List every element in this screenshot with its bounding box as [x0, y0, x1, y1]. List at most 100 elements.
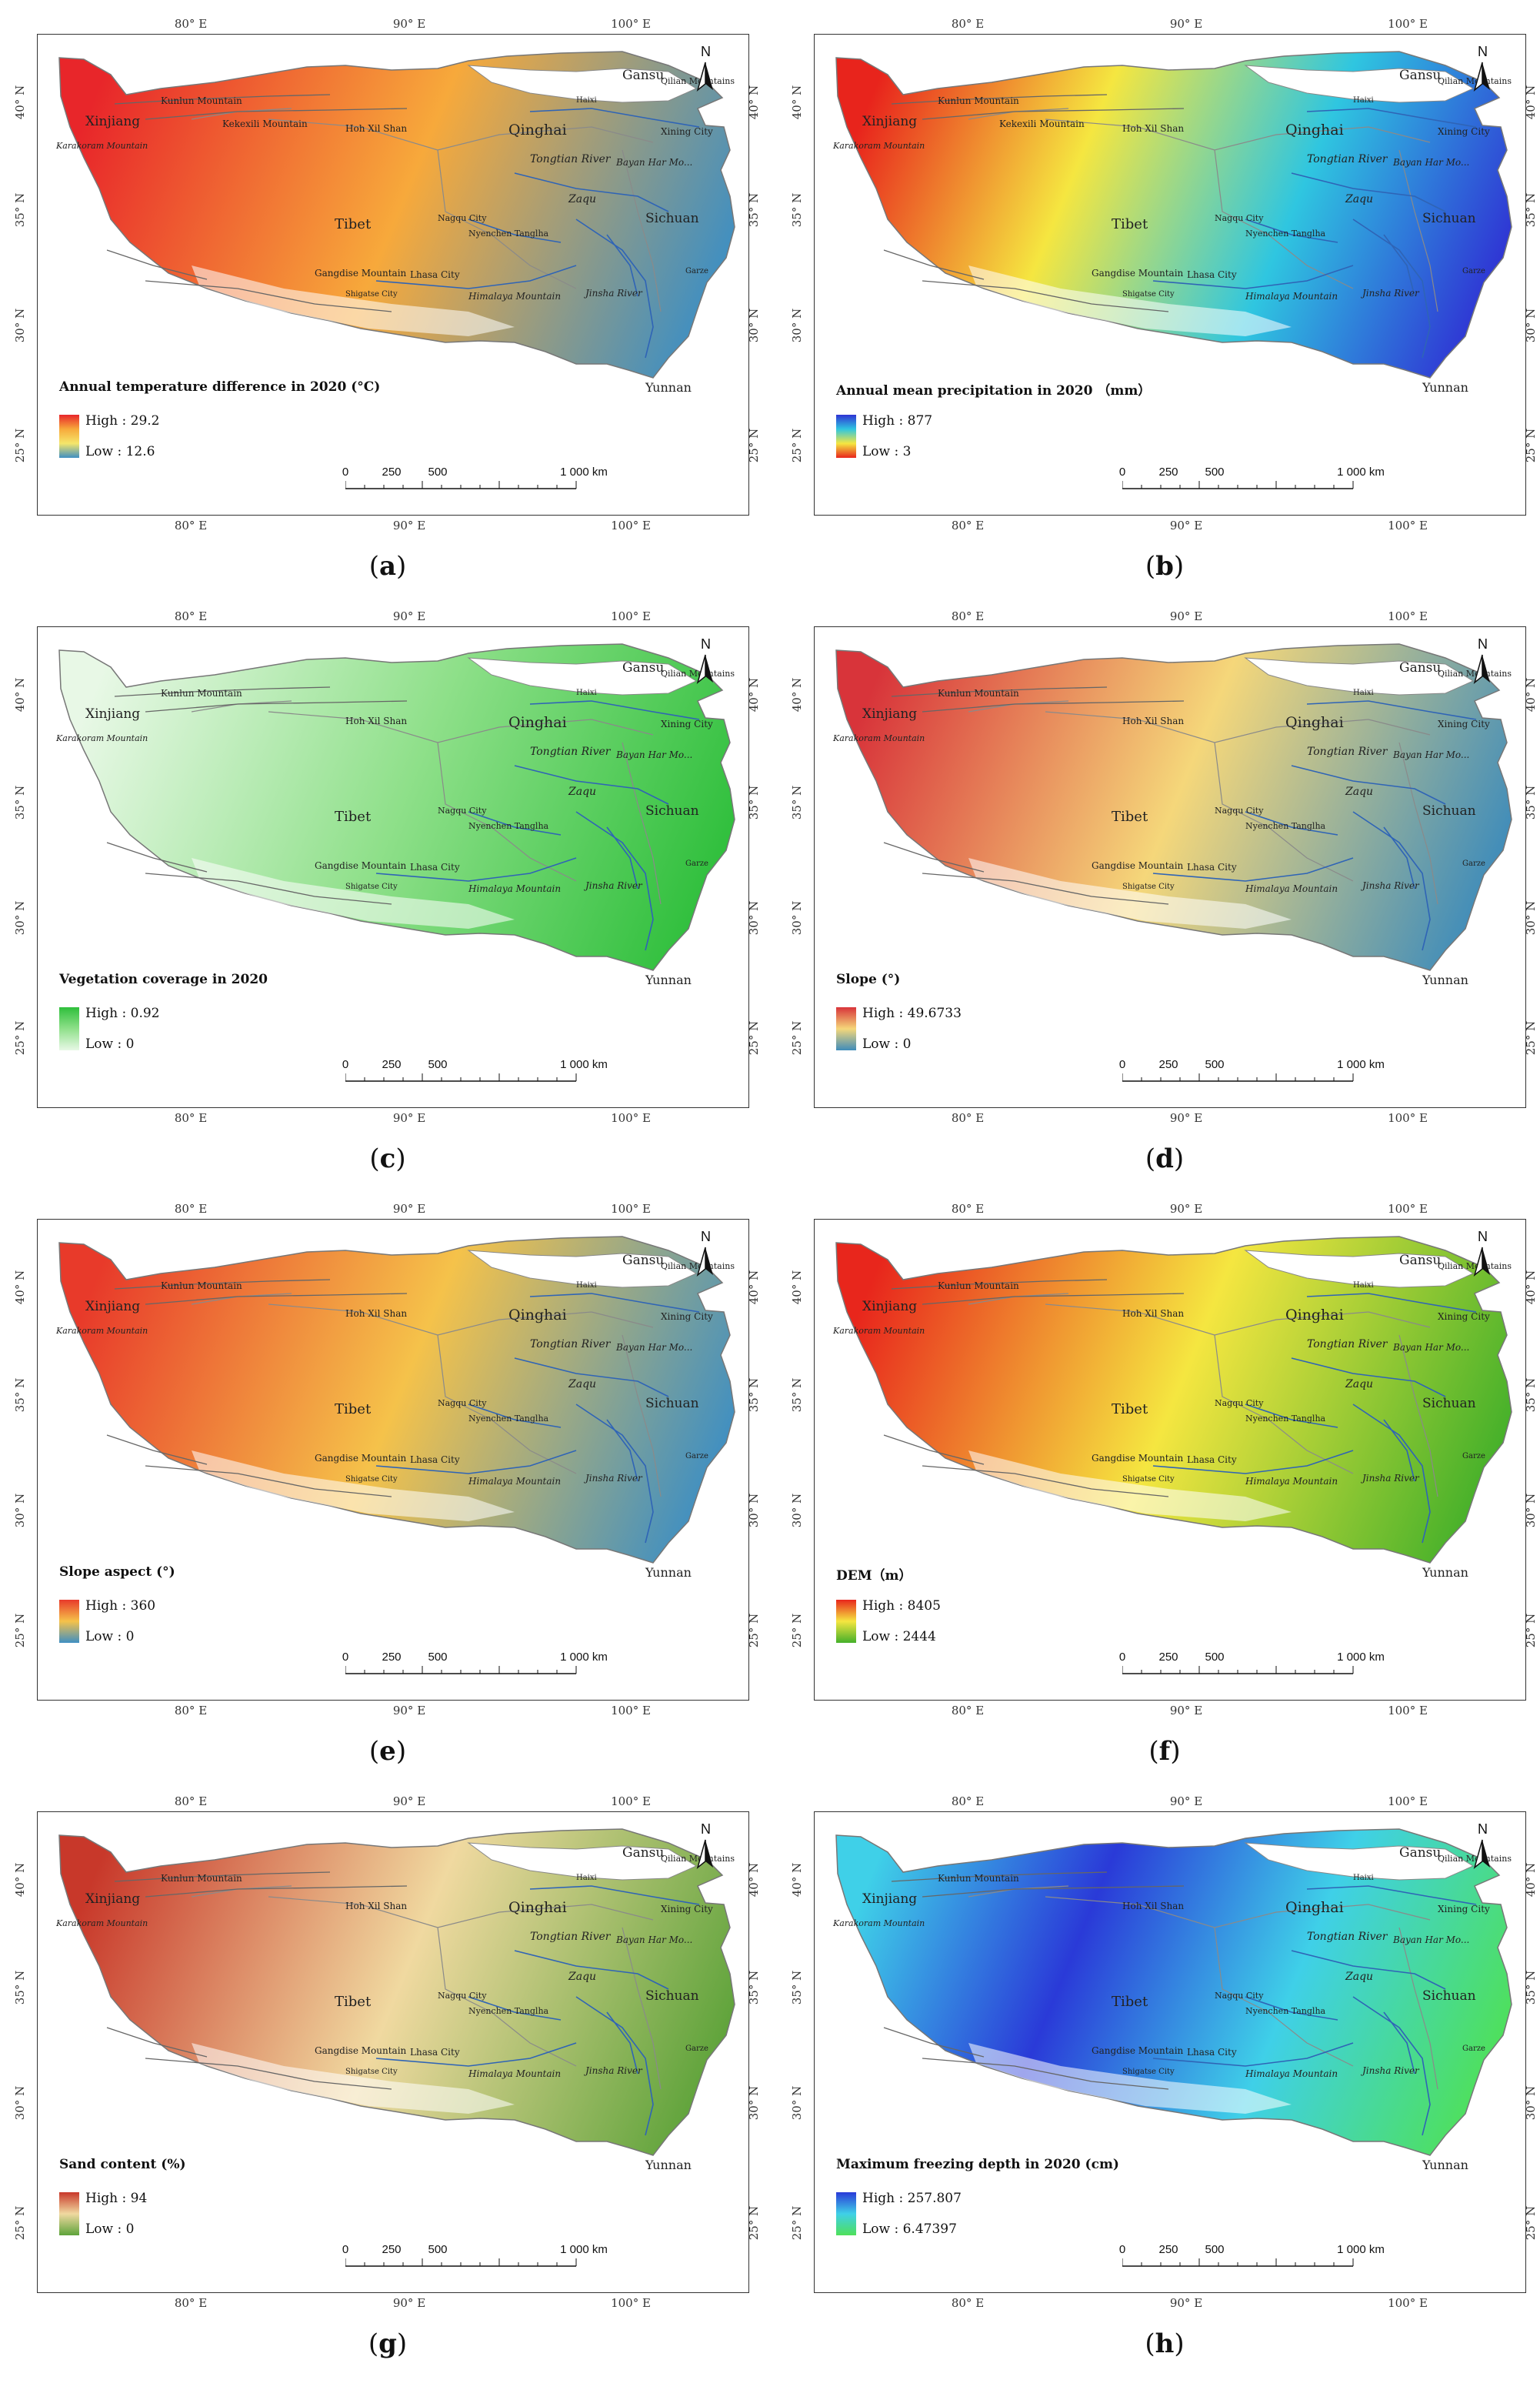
place-label-qilian: Qilian Mountains	[661, 1854, 735, 1864]
lon-tick-top: 100° E	[1388, 609, 1428, 623]
place-label-tongtian: Tongtian River	[530, 1931, 612, 1943]
lat-tick-left: 40° N	[13, 1862, 28, 1898]
place-label-shigatse: Shigatse City	[345, 883, 398, 891]
place-label-shigatse: Shigatse City	[1122, 290, 1175, 299]
place-label-yunnan: Yunnan	[1422, 380, 1468, 395]
legend-high-value: High : 8405	[862, 1598, 941, 1614]
lon-tick-bottom: 90° E	[392, 519, 426, 532]
lon-tick-bottom: 90° E	[1169, 1111, 1203, 1125]
place-label-jinsha: Jinsha River	[583, 288, 643, 299]
place-label-xinjiang: Xinjiang	[85, 1891, 140, 1907]
legend-color-bar	[836, 1600, 856, 1643]
scale-label: 500	[428, 1651, 448, 1664]
scale-label: 250	[382, 1058, 402, 1071]
lat-tick-left: 30° N	[790, 1493, 805, 1528]
scale-label: 0	[342, 2243, 349, 2256]
svg-text:N: N	[1478, 1821, 1488, 1837]
place-label-gansu: Gansu	[1399, 660, 1441, 676]
scale-label: 1 000 km	[560, 1651, 608, 1664]
place-label-tibet: Tibet	[335, 216, 372, 232]
lon-tick-top: 100° E	[611, 1202, 651, 1216]
lon-tick-bottom: 100° E	[1388, 1111, 1428, 1125]
place-label-qinghai: Qinghai	[508, 122, 567, 139]
place-label-lhasa: Lhasa City	[410, 862, 460, 873]
lat-tick-left: 40° N	[13, 85, 28, 120]
legend-title: Annual temperature difference in 2020 (°…	[59, 379, 381, 395]
legend-low-value: Low : 0	[85, 2221, 135, 2237]
place-label-shigatse: Shigatse City	[1122, 2068, 1175, 2076]
map-panel-d: 80° E 80° E 90° E 90° E 100° E 100° E 40° N 40°…	[790, 603, 1538, 1188]
scale-bar: 0 250 500 1 000 km	[1119, 466, 1385, 496]
north-arrow-icon: N	[696, 44, 713, 92]
place-label-bayankala: Bayan Har Mo...	[615, 157, 692, 168]
place-label-qilian: Qilian Mountains	[1438, 669, 1512, 679]
scale-label: 500	[1205, 1058, 1225, 1071]
legend-high-value: High : 49.6733	[862, 1006, 962, 1021]
lon-tick-top: 80° E	[174, 17, 208, 31]
lat-tick-left: 25° N	[13, 428, 28, 463]
lon-tick-bottom: 100° E	[1388, 2296, 1428, 2310]
place-label-xinjiang: Xinjiang	[862, 1299, 917, 1314]
place-label-nagqu: Nagqu City	[438, 213, 487, 223]
map-frame: Gansu Qilian Mountains Haixi Xining City Xin…	[814, 1811, 1526, 2293]
lon-tick-bottom: 100° E	[1388, 519, 1428, 532]
place-label-nyenchen: Nyenchen Tanglha	[468, 229, 549, 239]
scale-label: 1 000 km	[1337, 466, 1385, 479]
place-label-nyenchen: Nyenchen Tanglha	[1245, 821, 1326, 831]
lat-tick-left: 40° N	[790, 1862, 805, 1898]
svg-text:N: N	[1478, 636, 1488, 652]
place-label-jinsha: Jinsha River	[583, 1473, 643, 1484]
place-label-karakoram: Karakoram Mountain	[832, 141, 925, 151]
place-label-karakoram: Karakoram Mountain	[55, 1326, 148, 1336]
scale-label: 0	[1118, 1058, 1126, 1071]
place-label-kunlun: Kunlun Mountain	[938, 95, 1019, 106]
lon-tick-bottom: 80° E	[174, 1704, 208, 1717]
place-label-himalaya: Himalaya Mountain	[468, 1476, 561, 1487]
place-label-qinghai: Qinghai	[1285, 1307, 1344, 1324]
place-label-kunlun: Kunlun Mountain	[938, 1280, 1019, 1291]
place-label-nyenchen: Nyenchen Tanglha	[1245, 1414, 1326, 1424]
place-label-haixi: Haixi	[576, 96, 597, 105]
place-label-nagqu: Nagqu City	[438, 1991, 487, 2001]
place-label-kunlun: Kunlun Mountain	[161, 1873, 242, 1884]
lon-tick-top: 90° E	[1169, 1202, 1203, 1216]
place-label-karakoram: Karakoram Mountain	[832, 1918, 925, 1928]
place-label-garze: Garze	[1462, 860, 1485, 868]
place-label-zaqu: Zaqu	[1345, 1971, 1373, 1983]
place-label-shigatse: Shigatse City	[345, 1475, 398, 1484]
place-label-lhasa: Lhasa City	[410, 269, 460, 280]
legend-color-bar	[836, 415, 856, 458]
place-label-gangdise: Gangdise Mountain	[315, 2045, 407, 2056]
lat-tick-left: 25° N	[13, 2205, 28, 2241]
place-label-himalaya: Himalaya Mountain	[1245, 291, 1338, 302]
legend-title: Annual mean precipitation in 2020 （mm）	[836, 383, 1152, 399]
place-label-bayankala: Bayan Har Mo...	[1392, 157, 1469, 168]
legend-high-value: High : 0.92	[85, 1006, 160, 1021]
place-label-nagqu: Nagqu City	[1215, 213, 1264, 223]
place-label-bayankala: Bayan Har Mo...	[1392, 749, 1469, 760]
place-label-jinsha: Jinsha River	[583, 880, 643, 891]
north-arrow-icon: N	[1473, 44, 1490, 92]
place-label-tongtian: Tongtian River	[1307, 1931, 1388, 1943]
legend-low-value: Low : 3	[862, 444, 912, 459]
lon-tick-top: 100° E	[1388, 17, 1428, 31]
place-label-tongtian: Tongtian River	[530, 153, 612, 165]
place-label-lhasa: Lhasa City	[1187, 2047, 1237, 2058]
scale-label: 1 000 km	[1337, 1651, 1385, 1664]
scale-label: 500	[428, 466, 448, 479]
lon-tick-bottom: 80° E	[174, 519, 208, 532]
lon-tick-top: 80° E	[951, 17, 985, 31]
place-label-gansu: Gansu	[622, 68, 664, 83]
scale-bar: 0 250 500 1 000 km	[342, 466, 608, 496]
place-label-yunnan: Yunnan	[645, 973, 692, 987]
legend-title: Slope aspect (°)	[59, 1564, 175, 1580]
map-frame: Gansu Qilian Mountains Haixi Xining City Xin…	[37, 1811, 749, 2293]
place-label-hohxil: Hoh Xil Shan	[1122, 1308, 1184, 1319]
legend-color-bar	[836, 2192, 856, 2235]
map-panel-h: 80° E 80° E 90° E 90° E 100° E 100° E 40° N 40°…	[790, 1788, 1538, 2373]
place-label-garze: Garze	[685, 267, 708, 275]
legend-color-bar	[836, 1007, 856, 1050]
place-label-haixi: Haixi	[1353, 96, 1374, 105]
